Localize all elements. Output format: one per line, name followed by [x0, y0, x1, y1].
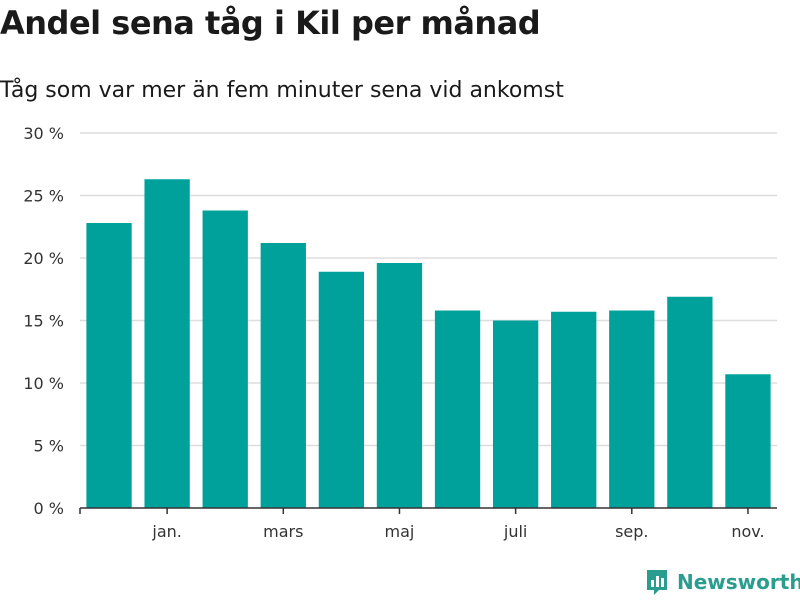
bar-sep [609, 310, 655, 508]
bar-aug [551, 311, 597, 508]
bar-jan [144, 179, 190, 508]
x-tick-label: mars [263, 522, 303, 541]
bar-feb [202, 210, 248, 508]
y-axis-labels: 0 % 5 % 10 % 15 % 20 % 25 % 30 % [23, 124, 64, 518]
y-tick-label: 15 % [23, 312, 64, 331]
bar-maj [376, 263, 423, 508]
bar-juni [434, 310, 481, 508]
bar-juli [492, 320, 539, 508]
newsworthy-logo-icon [647, 570, 667, 595]
bar-nov [725, 374, 771, 508]
bar-mars [260, 243, 306, 508]
x-tick-label: maj [385, 522, 415, 541]
x-tick-label: sep. [615, 522, 648, 541]
y-tick-label: 10 % [23, 374, 64, 393]
x-axis: jan. mars maj juli sep. nov. [79, 507, 777, 541]
y-tick-label: 0 % [34, 499, 64, 518]
chart-subtitle: Tåg som var mer än fem minuter sena vid … [0, 78, 564, 103]
chart-title: Andel sena tåg i Kil per månad [0, 4, 541, 42]
newsworthy-brand: Newsworthy [645, 568, 800, 596]
x-tick-label: juli [503, 522, 527, 541]
y-tick-label: 25 % [23, 187, 64, 206]
y-tick-label: 30 % [23, 124, 64, 143]
y-tick-label: 20 % [23, 249, 64, 268]
bar-apr [318, 271, 365, 508]
y-tick-label: 5 % [34, 437, 64, 456]
bars [86, 179, 771, 508]
gridlines [80, 132, 777, 447]
x-tick-label: jan. [151, 522, 181, 541]
x-tick-label: nov. [731, 522, 764, 541]
bar-okt [667, 296, 713, 508]
brand-name: Newsworthy [677, 570, 800, 594]
bar-dec [86, 223, 132, 508]
